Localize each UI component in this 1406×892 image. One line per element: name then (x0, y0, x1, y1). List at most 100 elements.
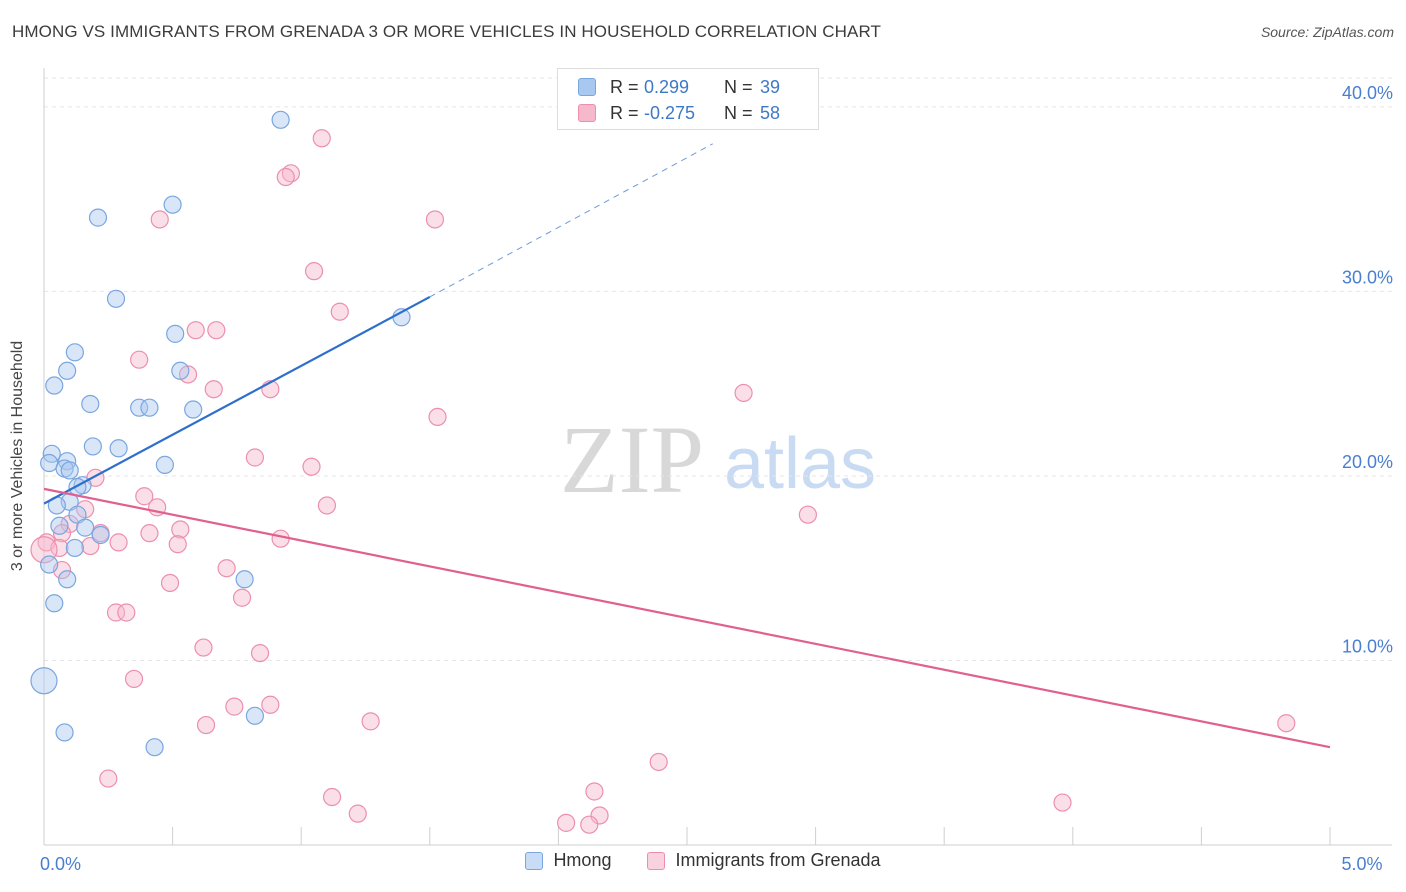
correlation-stats-box: R = 0.299 N = 39 R = -0.275 N = 58 (557, 68, 819, 130)
grenada-point-4 (425, 210, 445, 229)
legend-grenada-label: Immigrants from Grenada (675, 850, 881, 870)
hmong-point-7 (58, 361, 77, 380)
source-label: Source: ZipAtlas.com (1260, 24, 1394, 40)
grenada-point-27 (171, 520, 190, 539)
grenada-point-33 (168, 535, 187, 554)
hmong-point-38 (145, 738, 164, 757)
grenada-point-26 (140, 524, 159, 543)
hmong-point-19 (155, 455, 174, 474)
y-tick-label-40: 40.0% (1342, 83, 1393, 103)
grenada-point-55 (557, 813, 576, 832)
grenada-point-48 (649, 752, 668, 772)
grenada-point-2 (276, 167, 295, 187)
grenada-point-40 (194, 638, 213, 657)
grenada-point-35 (217, 559, 236, 578)
hmong-point-5 (166, 324, 185, 343)
hmong-point-10 (81, 394, 100, 414)
hmong-point-28 (76, 518, 95, 537)
grenada-swatch (578, 104, 596, 122)
grenada-point-36 (160, 573, 180, 593)
grenada-point-44 (261, 695, 280, 714)
grenada-point-47 (1277, 714, 1296, 733)
hmong-point-14 (83, 437, 102, 456)
hmong-point-2 (88, 208, 108, 227)
hmong-point-30 (65, 538, 84, 558)
grenada-point-43 (225, 697, 244, 716)
grenada-point-8 (207, 321, 226, 340)
legend-item-grenada: Immigrants from Grenada (647, 850, 881, 871)
grenada-point-16 (302, 457, 321, 476)
grenada-trendline (43, 487, 1331, 749)
hmong-point-34 (45, 594, 64, 613)
grenada-point-7 (186, 321, 205, 340)
hmong-point-8 (171, 361, 190, 380)
hmong-points (30, 110, 411, 757)
grenada-point-22 (798, 505, 817, 524)
hmong-point-11 (130, 398, 149, 417)
grenada-n-value: 58 (760, 102, 781, 123)
grenada-point-38 (106, 603, 126, 622)
legend-item-hmong: Hmong (525, 850, 611, 871)
hmong-stats-row: R = 0.299 N = 39 (578, 75, 780, 99)
grenada-point-31 (109, 533, 128, 552)
hmong-r-label: R = (610, 76, 639, 97)
hmong-trendline-extension (429, 143, 713, 298)
grenada-point-51 (322, 787, 342, 807)
hmong-point-33 (235, 570, 254, 589)
grenada-point-15 (245, 448, 265, 467)
watermark: ZIP atlas (560, 406, 876, 513)
hmong-n-value: 39 (760, 76, 781, 97)
legend-grenada-swatch (647, 851, 666, 870)
hmong-point-0 (271, 110, 290, 129)
grenada-point-11 (204, 380, 223, 399)
hmong-point-18 (40, 453, 59, 473)
hmong-r-value: 0.299 (644, 76, 690, 97)
trendlines (43, 143, 1331, 749)
hmong-point-13 (184, 400, 203, 419)
grenada-point-45 (361, 712, 380, 731)
hmong-trendline (43, 295, 431, 505)
chart-title: HMONG VS IMMIGRANTS FROM GRENADA 3 OR MO… (12, 22, 882, 41)
grenada-point-0 (312, 129, 331, 148)
hmong-point-27 (50, 516, 69, 535)
y-tick-label-20: 20.0% (1342, 452, 1393, 472)
hmong-point-1 (163, 195, 182, 214)
grenada-stats-row: R = -0.275 N = 58 (578, 101, 780, 125)
legend-hmong-label: Hmong (553, 850, 612, 870)
grenada-r-label: R = (610, 102, 639, 123)
hmong-point-3 (106, 289, 126, 308)
hmong-point-29 (91, 525, 110, 545)
y-tick-label-10: 10.0% (1342, 636, 1393, 656)
grenada-point-6 (330, 302, 349, 321)
grenada-point-13 (734, 383, 753, 403)
hmong-point-31 (40, 555, 59, 574)
grenada-n-label: N = (724, 102, 753, 123)
hmong-n-label: N = (724, 76, 753, 97)
grenada-point-42 (124, 669, 144, 689)
grenada-point-14 (428, 407, 447, 427)
grenada-point-18 (135, 487, 154, 506)
hmong-point-32 (58, 570, 77, 589)
grenada-point-24 (52, 524, 72, 543)
grenada-point-49 (99, 769, 118, 788)
hmong-point-21 (60, 461, 79, 480)
grenada-point-9 (130, 350, 149, 369)
grenada-point-5 (304, 262, 324, 281)
x-tick-label-5: 5.0% (1341, 854, 1382, 874)
legend-hmong-swatch (525, 851, 544, 870)
hmong-point-35 (30, 667, 58, 695)
x-tick-label-0: 0.0% (40, 854, 81, 874)
hmong-point-12 (140, 398, 159, 417)
watermark-zip: ZIP (560, 406, 704, 513)
grenada-points (30, 129, 1296, 834)
grenada-point-52 (1053, 793, 1072, 812)
grenada-point-39 (117, 603, 136, 622)
grenada-point-37 (232, 588, 252, 607)
hmong-point-15 (109, 439, 128, 458)
grenada-point-53 (348, 804, 367, 823)
grenada-point-41 (250, 643, 270, 663)
grenada-point-32 (81, 536, 100, 556)
grenada-point-20 (317, 496, 337, 515)
y-tick-label-30: 30.0% (1342, 267, 1393, 287)
